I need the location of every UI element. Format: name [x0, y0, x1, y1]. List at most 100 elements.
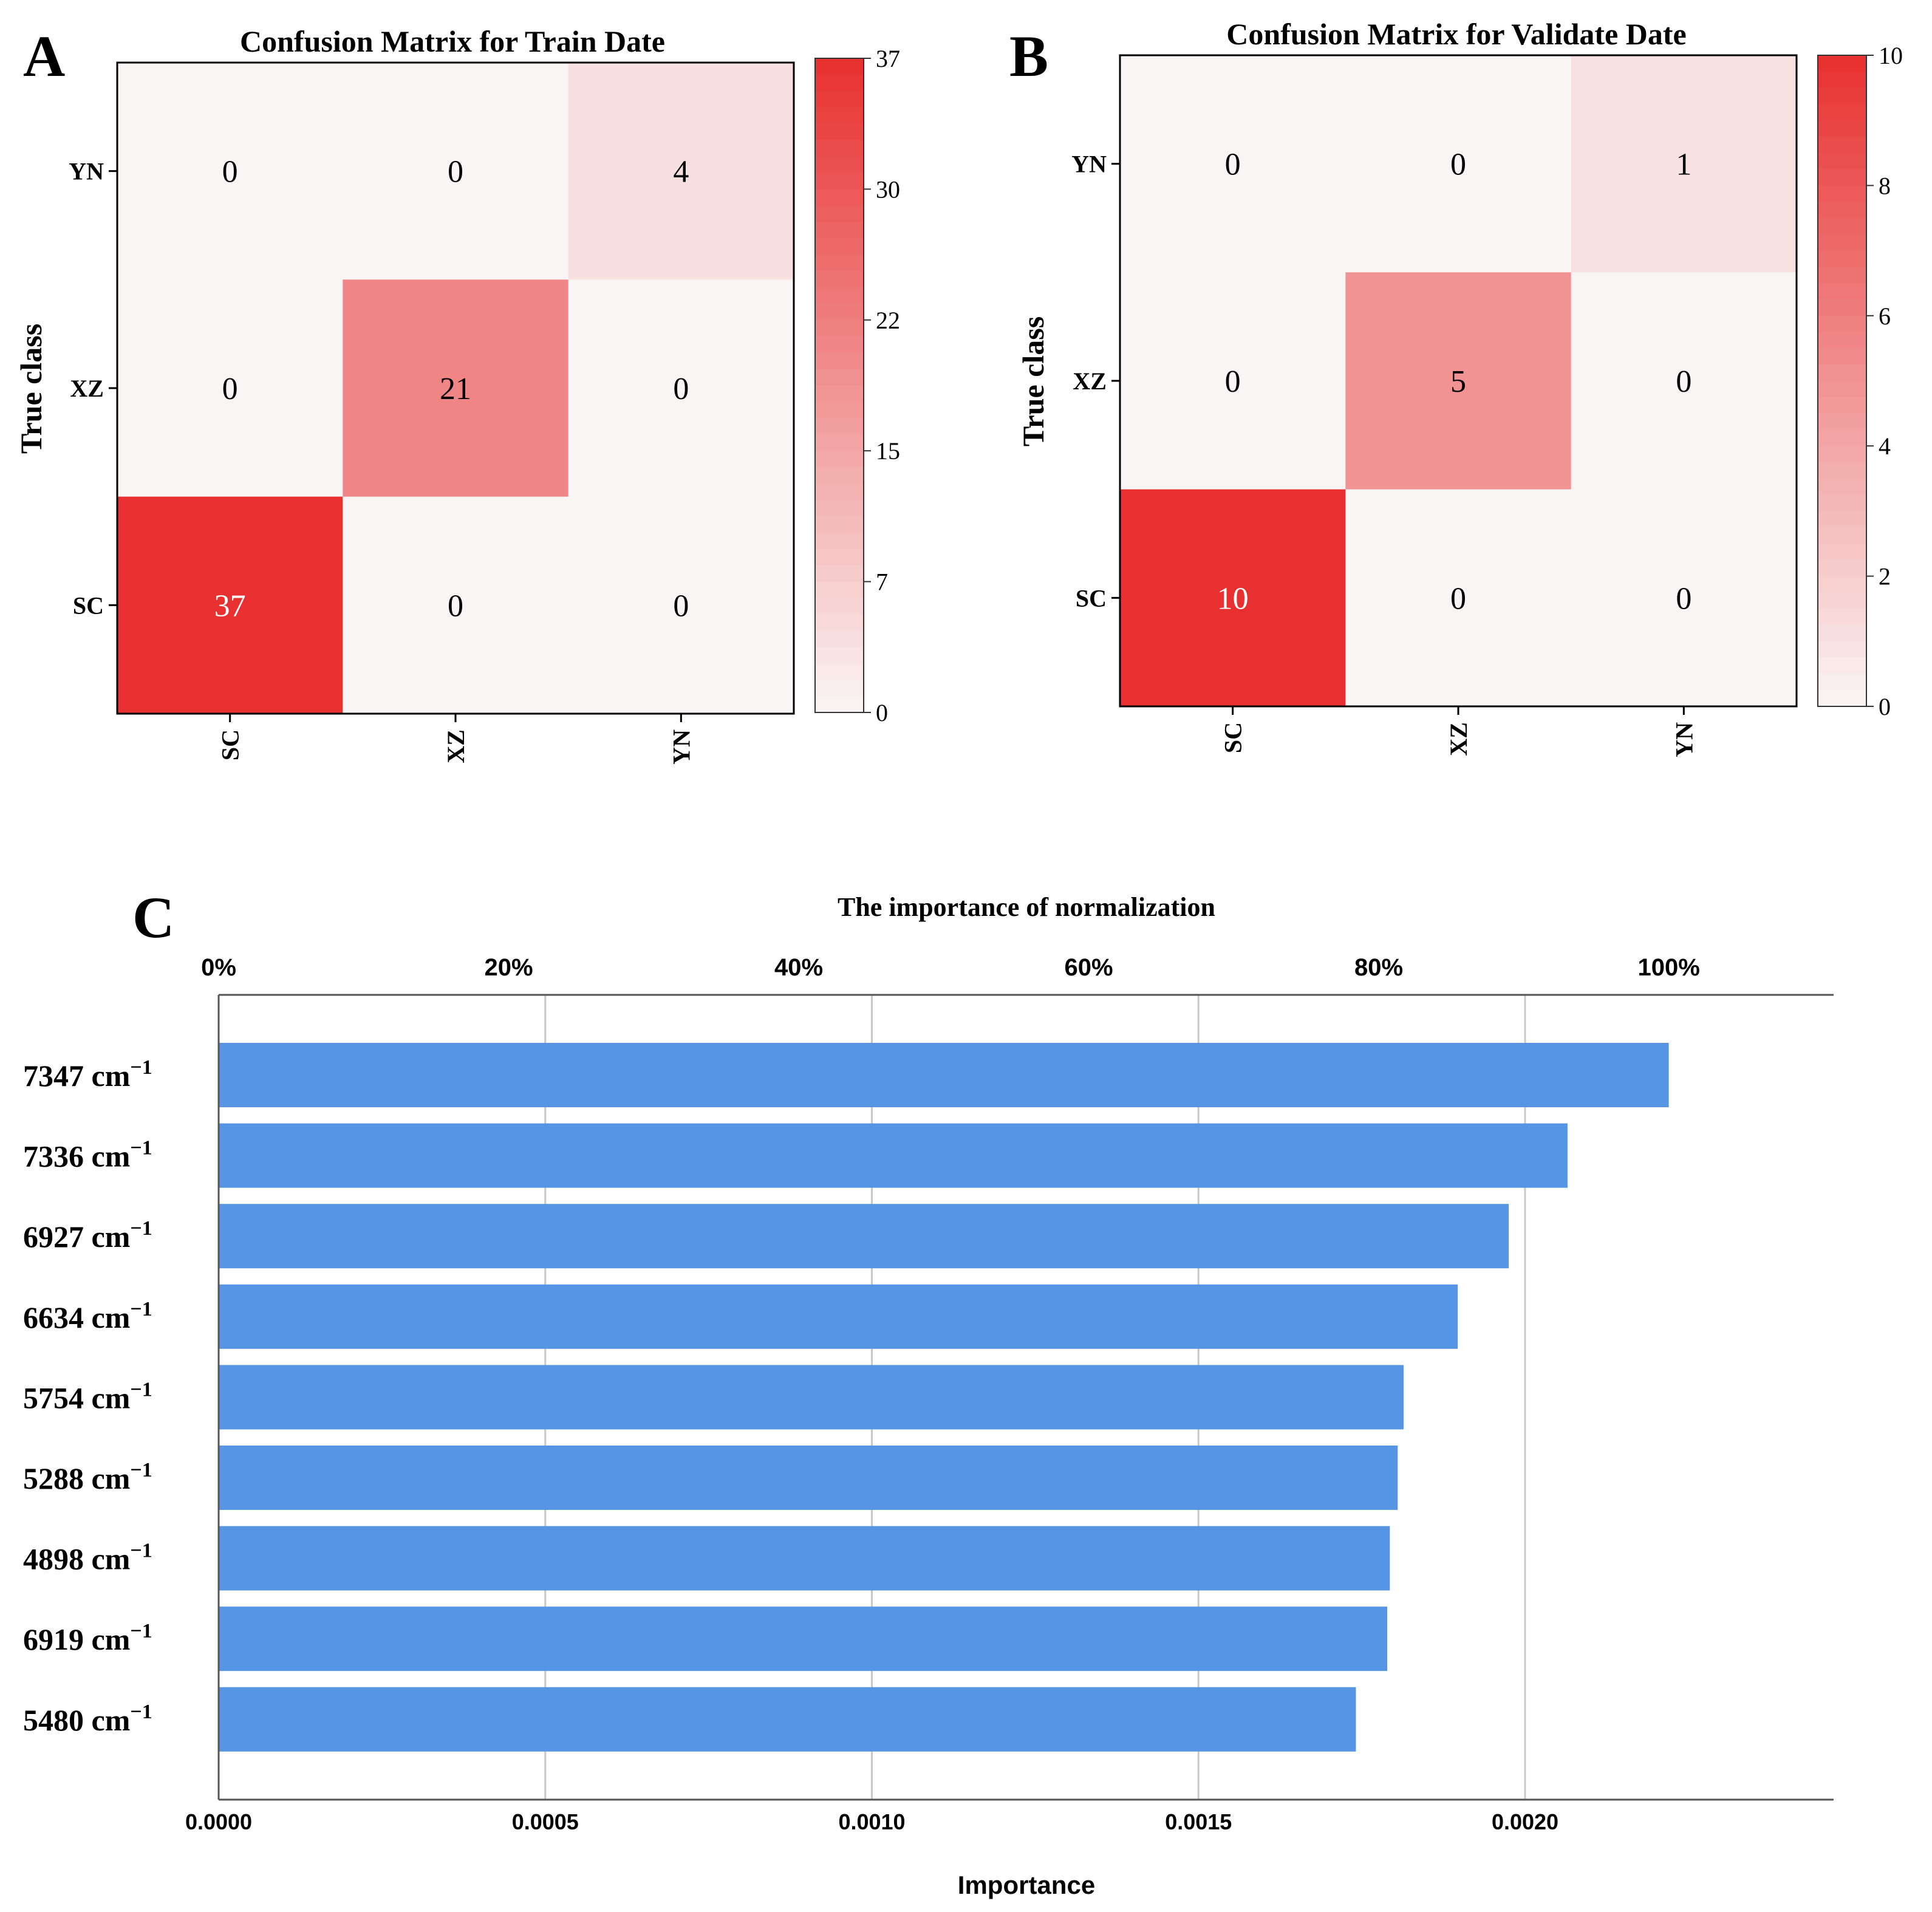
cm-cell-value: 0 — [1676, 581, 1691, 616]
cm-cell — [343, 63, 569, 280]
colorbar-segment — [1818, 576, 1866, 593]
cm-cell-value: 1 — [1676, 148, 1691, 182]
colorbar-segment — [1818, 137, 1866, 154]
colorbar-segment — [815, 107, 864, 125]
bar — [219, 1284, 1458, 1349]
cm-validate-cells: 0 0 10 5 010 0 0 — [1119, 54, 1798, 708]
cm-cell — [1120, 489, 1346, 707]
bar-top-tick-label: 100% — [1637, 954, 1699, 981]
colorbar-segment — [815, 434, 864, 451]
colorbar-segment — [1818, 364, 1866, 381]
colorbar-segment — [1818, 657, 1866, 674]
cm-validate-title: Confusion Matrix for Validate Date — [1226, 17, 1686, 51]
bar-category-label: 7336 cm−1 — [23, 1137, 152, 1173]
colorbar-segment — [1818, 55, 1866, 72]
colorbar-tick-label: 8 — [1879, 172, 1891, 199]
bar-top-tick-label: 40% — [774, 954, 823, 981]
cm-ytick-label: YN — [1071, 151, 1107, 178]
colorbar-segment — [815, 385, 864, 403]
colorbar-segment — [1818, 690, 1866, 707]
colorbar-segment — [815, 352, 864, 370]
cm-cell-value: 0 — [1225, 148, 1241, 182]
colorbar-segment — [815, 319, 864, 337]
cm-train-yticks: YN XZ SC — [69, 158, 117, 619]
confusion-matrix-train: Confusion Matrix for Train Date True cla… — [14, 24, 900, 765]
colorbar-segment — [815, 90, 864, 108]
cm-cell-value: 37 — [214, 589, 246, 623]
colorbar-frame — [814, 58, 864, 713]
cm-cell-value: 0 — [448, 155, 463, 189]
colorbar-segment — [815, 565, 864, 582]
colorbar-segment — [1818, 527, 1866, 544]
bar — [219, 1606, 1388, 1671]
bar-top-ticks: 0% 20% 40% 60% 80% 100% — [201, 954, 1700, 981]
cm-cell-value: 4 — [673, 155, 689, 189]
cm-cell — [1571, 272, 1797, 490]
cm-cell-value: 10 — [1217, 581, 1249, 616]
bar-xtick-label: 0.0005 — [512, 1809, 579, 1834]
colorbar-segment — [1818, 429, 1866, 446]
colorbar-segment — [1818, 348, 1866, 365]
cm-cell — [117, 63, 343, 280]
colorbar-segment — [815, 254, 864, 271]
colorbar-segment — [1818, 152, 1866, 170]
cm-ytick-label: XZ — [70, 375, 104, 402]
colorbar-segment — [815, 532, 864, 550]
cm-cell — [568, 63, 794, 280]
bar — [219, 1687, 1356, 1752]
bar-yticks: 7347 cm−1 7336 cm−1 6927 cm−1 6634 cm−1 5754… — [23, 1056, 152, 1737]
colorbar-segment — [1818, 315, 1866, 333]
colorbar-segment — [815, 140, 864, 157]
cm-cell — [343, 279, 569, 497]
colorbar-segment — [1818, 332, 1866, 349]
colorbar-segment — [815, 205, 864, 222]
cm-cell — [568, 279, 794, 497]
bar-xtick-label: 0.0020 — [1492, 1809, 1558, 1834]
bar-xticks: 0.0000 0.0005 0.0010 0.0015 0.0020 — [185, 1809, 1558, 1834]
bar — [219, 1043, 1669, 1107]
colorbar-segment — [815, 663, 864, 680]
colorbar-segment — [1818, 87, 1866, 104]
bar-category-label: 5480 cm−1 — [23, 1701, 152, 1737]
cm-cell — [343, 496, 569, 714]
colorbar-segment — [1818, 462, 1866, 479]
colorbar-segment — [1818, 559, 1866, 577]
cm-cell-value: 0 — [1450, 148, 1466, 182]
colorbar-segment — [815, 451, 864, 468]
confusion-matrix-validate: Confusion Matrix for Validate Date True … — [1016, 17, 1903, 757]
cm-xtick-label: YN — [1670, 722, 1698, 757]
colorbar-tick-label: 30 — [876, 176, 900, 203]
colorbar-segment — [815, 58, 864, 75]
cm-cell — [1345, 55, 1572, 273]
cm-cell-value: 0 — [222, 155, 238, 189]
cm-xtick-label: XZ — [1445, 722, 1472, 756]
colorbar-segment — [1818, 641, 1866, 658]
cm-train-title: Confusion Matrix for Train Date — [240, 24, 665, 58]
colorbar-segment — [815, 483, 864, 500]
colorbar-segment — [815, 369, 864, 386]
cm-cell-value: 0 — [222, 372, 238, 406]
colorbar-segment — [1818, 234, 1866, 251]
bar-top-tick-label: 20% — [484, 954, 533, 981]
colorbar-segment — [815, 189, 864, 206]
colorbar-segment — [815, 74, 864, 92]
colorbar-segment — [815, 123, 864, 141]
cm-cell-value: 0 — [673, 589, 689, 623]
colorbar-segment — [815, 172, 864, 189]
colorbar-segment — [815, 467, 864, 484]
cm-xtick-label: SC — [1220, 722, 1247, 753]
colorbar-segment — [1818, 494, 1866, 511]
colorbar-segment — [1818, 202, 1866, 219]
colorbar-segment — [1818, 609, 1866, 626]
cm-cell — [1120, 272, 1346, 490]
panel-label-c: C — [132, 885, 174, 950]
cm-validate-colorbar: 0 2 4 6 8 10 — [1817, 42, 1903, 720]
bar-category-label: 4898 cm−1 — [23, 1540, 152, 1576]
cm-cell-value: 21 — [440, 372, 471, 406]
colorbar-segment — [1818, 71, 1866, 89]
cm-cell — [117, 496, 343, 714]
bar-xtick-label: 0.0010 — [838, 1809, 905, 1834]
colorbar-frame — [1817, 55, 1867, 707]
colorbar-tick-label: 22 — [876, 307, 900, 334]
